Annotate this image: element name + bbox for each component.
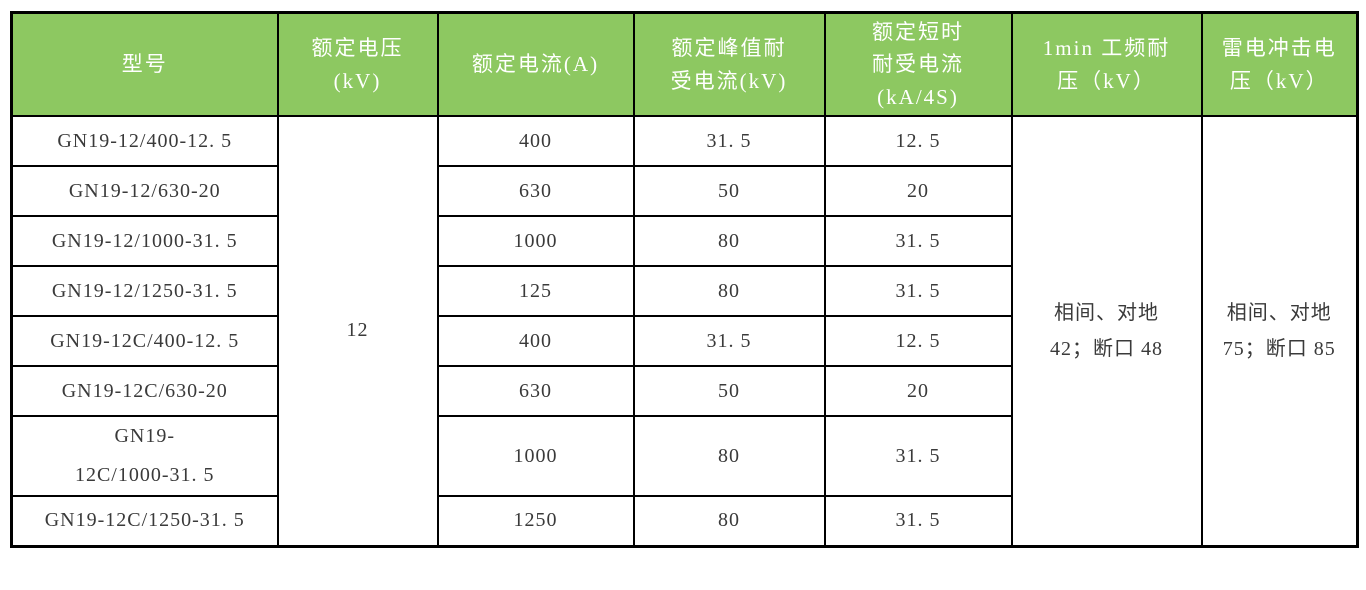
cell-short-time-withstand: 12. 5 <box>823 315 1013 367</box>
cell-model: GN19- 12C/1000-31. 5 <box>10 415 279 497</box>
cell-short-time-withstand: 31. 5 <box>823 495 1013 547</box>
table-row: GN19-12C/400-12. 5 400 31. 5 12. 5 <box>10 315 1358 367</box>
spec-table: 型号 额定电压 (kV) 额定电流(A) 额定峰值耐 受电流(kV) 额定短时 … <box>10 11 1359 548</box>
cell-rated-current: 1000 <box>436 415 635 497</box>
cell-short-time-withstand: 20 <box>823 365 1013 417</box>
table-row: GN19-12/1250-31. 5 125 80 31. 5 <box>10 265 1358 317</box>
header-short-time-withstand-current: 额定短时 耐受电流 (kA/4S) <box>823 11 1013 117</box>
cell-peak-withstand: 80 <box>632 495 826 547</box>
header-lightning-impulse-voltage: 雷电冲击电 压（kV） <box>1200 11 1359 117</box>
cell-model: GN19-12/1000-31. 5 <box>10 215 279 267</box>
cell-peak-withstand: 31. 5 <box>632 115 826 167</box>
table-row: GN19-12/1000-31. 5 1000 80 31. 5 <box>10 215 1358 267</box>
cell-rated-voltage-merged: 12 <box>276 115 439 547</box>
header-power-frequency-withstand-voltage: 1min 工频耐 压（kV） <box>1010 11 1203 117</box>
cell-short-time-withstand: 31. 5 <box>823 265 1013 317</box>
header-model: 型号 <box>10 11 279 117</box>
cell-peak-withstand: 31. 5 <box>632 315 826 367</box>
cell-short-time-withstand: 12. 5 <box>823 115 1013 167</box>
cell-short-time-withstand: 20 <box>823 165 1013 217</box>
cell-rated-current: 400 <box>436 115 635 167</box>
cell-peak-withstand: 50 <box>632 365 826 417</box>
cell-rated-current: 1000 <box>436 215 635 267</box>
header-rated-voltage: 额定电压 (kV) <box>276 11 439 117</box>
cell-model: GN19-12C/630-20 <box>10 365 279 417</box>
cell-model: GN19-12/400-12. 5 <box>10 115 279 167</box>
cell-rated-current: 125 <box>436 265 635 317</box>
cell-short-time-withstand: 31. 5 <box>823 415 1013 497</box>
cell-peak-withstand: 50 <box>632 165 826 217</box>
table-row: GN19-12C/630-20 630 50 20 <box>10 365 1358 417</box>
cell-rated-current: 400 <box>436 315 635 367</box>
cell-lightning-impulse-merged: 相间、对地 75；断口 85 <box>1200 115 1359 547</box>
cell-model: GN19-12/630-20 <box>10 165 279 217</box>
cell-model: GN19-12/1250-31. 5 <box>10 265 279 317</box>
cell-short-time-withstand: 31. 5 <box>823 215 1013 267</box>
header-row: 型号 额定电压 (kV) 额定电流(A) 额定峰值耐 受电流(kV) 额定短时 … <box>10 11 1359 117</box>
cell-model: GN19-12C/400-12. 5 <box>10 315 279 367</box>
table-row: GN19-12/630-20 630 50 20 <box>10 165 1358 217</box>
cell-rated-current: 1250 <box>436 495 635 547</box>
header-rated-current: 额定电流(A) <box>436 11 635 117</box>
cell-power-frequency-merged: 相间、对地 42；断口 48 <box>1010 115 1203 547</box>
cell-peak-withstand: 80 <box>632 215 826 267</box>
spec-table-container: 型号 额定电压 (kV) 额定电流(A) 额定峰值耐 受电流(kV) 额定短时 … <box>10 11 1359 548</box>
cell-model: GN19-12C/1250-31. 5 <box>10 495 279 547</box>
header-peak-withstand-current: 额定峰值耐 受电流(kV) <box>632 11 826 117</box>
cell-rated-current: 630 <box>436 165 635 217</box>
cell-peak-withstand: 80 <box>632 415 826 497</box>
cell-rated-current: 630 <box>436 365 635 417</box>
table-row: GN19-12C/1250-31. 5 1250 80 31. 5 <box>10 495 1358 547</box>
table-row: GN19- 12C/1000-31. 5 1000 80 31. 5 <box>10 415 1358 497</box>
cell-peak-withstand: 80 <box>632 265 826 317</box>
table-row: GN19-12/400-12. 5 12 400 31. 5 12. 5 相间、… <box>10 115 1359 547</box>
